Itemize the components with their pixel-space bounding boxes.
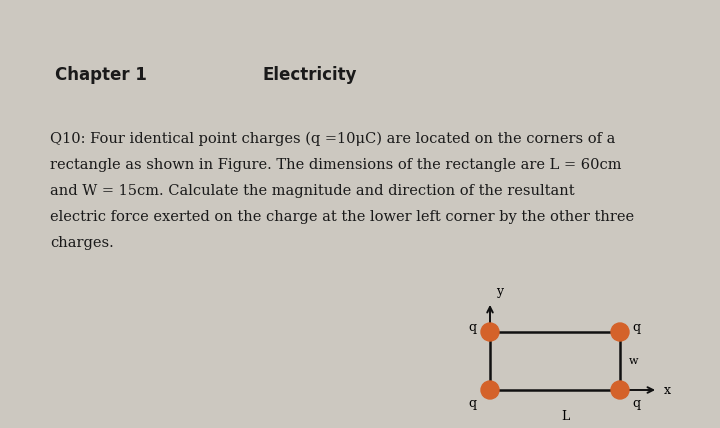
Text: q: q [468, 321, 476, 335]
Circle shape [481, 323, 499, 341]
Text: x: x [664, 383, 671, 396]
Text: electric force exerted on the charge at the lower left corner by the other three: electric force exerted on the charge at … [50, 210, 634, 224]
Text: q: q [632, 398, 640, 410]
Text: y: y [496, 285, 503, 298]
Text: L: L [561, 410, 569, 422]
Text: q: q [632, 321, 640, 335]
Text: and W = 15cm. Calculate the magnitude and direction of the resultant: and W = 15cm. Calculate the magnitude an… [50, 184, 575, 198]
Text: Chapter 1: Chapter 1 [55, 66, 147, 84]
Circle shape [481, 381, 499, 399]
Text: Q10: Four identical point charges (q =10μC) are located on the corners of a: Q10: Four identical point charges (q =10… [50, 132, 616, 146]
Text: rectangle as shown in Figure. The dimensions of the rectangle are L = 60cm: rectangle as shown in Figure. The dimens… [50, 158, 621, 172]
Text: charges.: charges. [50, 236, 114, 250]
Text: w: w [629, 356, 639, 366]
Text: q: q [468, 398, 476, 410]
Circle shape [611, 381, 629, 399]
Text: Electricity: Electricity [263, 66, 357, 84]
Circle shape [611, 323, 629, 341]
